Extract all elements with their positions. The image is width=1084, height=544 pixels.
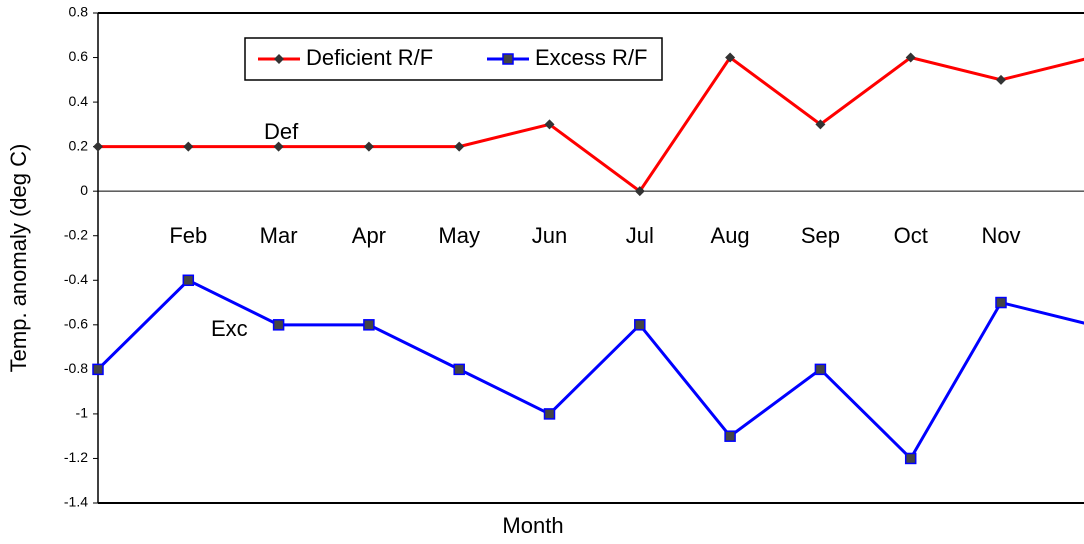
y-tick-label: -0.4 [64,271,88,287]
marker [815,119,826,130]
annotation: Exc [211,316,248,341]
marker [725,52,736,63]
x-tick-label: Sep [801,223,840,248]
marker [814,363,827,376]
marker [995,296,1007,309]
marker [996,74,1006,85]
y-tick-label: -0.8 [64,360,88,376]
marker [544,119,555,130]
marker [634,186,645,197]
marker [724,430,736,442]
x-tick-label: Jul [626,223,654,248]
y-tick-label: 0.8 [69,4,89,20]
y-tick-label: 0 [80,182,88,198]
y-tick-label: -1 [76,405,89,421]
marker [363,141,374,152]
legend-label: Excess R/F [535,45,647,70]
x-tick-label: May [438,223,480,248]
legend-marker [502,53,514,65]
y-tick-label: -0.6 [64,316,88,332]
y-tick-label: -0.2 [64,226,88,242]
marker [92,363,104,376]
marker [905,52,916,63]
legend [244,37,663,81]
marker [454,141,465,152]
marker [543,408,556,420]
marker [634,319,646,331]
marker [93,141,103,152]
x-tick-label: Nov [981,223,1020,248]
line [96,278,1084,461]
y-tick-label: -1.2 [64,449,88,465]
marker [363,319,375,331]
y-tick-label: 0.2 [69,137,89,153]
x-tick-label: Apr [352,223,386,248]
marker [904,452,917,465]
x-tick-label: Feb [169,223,207,248]
y-tick-label: -1.4 [64,494,88,510]
y-tick-label: 0.6 [69,48,89,64]
marker [453,363,465,376]
x-tick-label: Mar [260,223,298,248]
marker [273,141,284,152]
marker [272,319,285,331]
plot-area [92,52,1084,465]
x-tick-label: Jun [532,223,567,248]
marker [183,141,194,152]
legend-label: Deficient R/F [306,45,433,70]
x-tick-label: Oct [894,223,928,248]
y-axis-title: Temp. anomaly (deg C) [6,144,31,373]
annotation: Def [264,119,299,144]
marker [182,274,195,287]
y-tick-label: 0.4 [69,93,89,109]
line [98,55,1084,194]
x-tick-label: Aug [711,223,750,248]
x-axis-title: Month [502,513,563,538]
legend-marker [274,54,284,64]
